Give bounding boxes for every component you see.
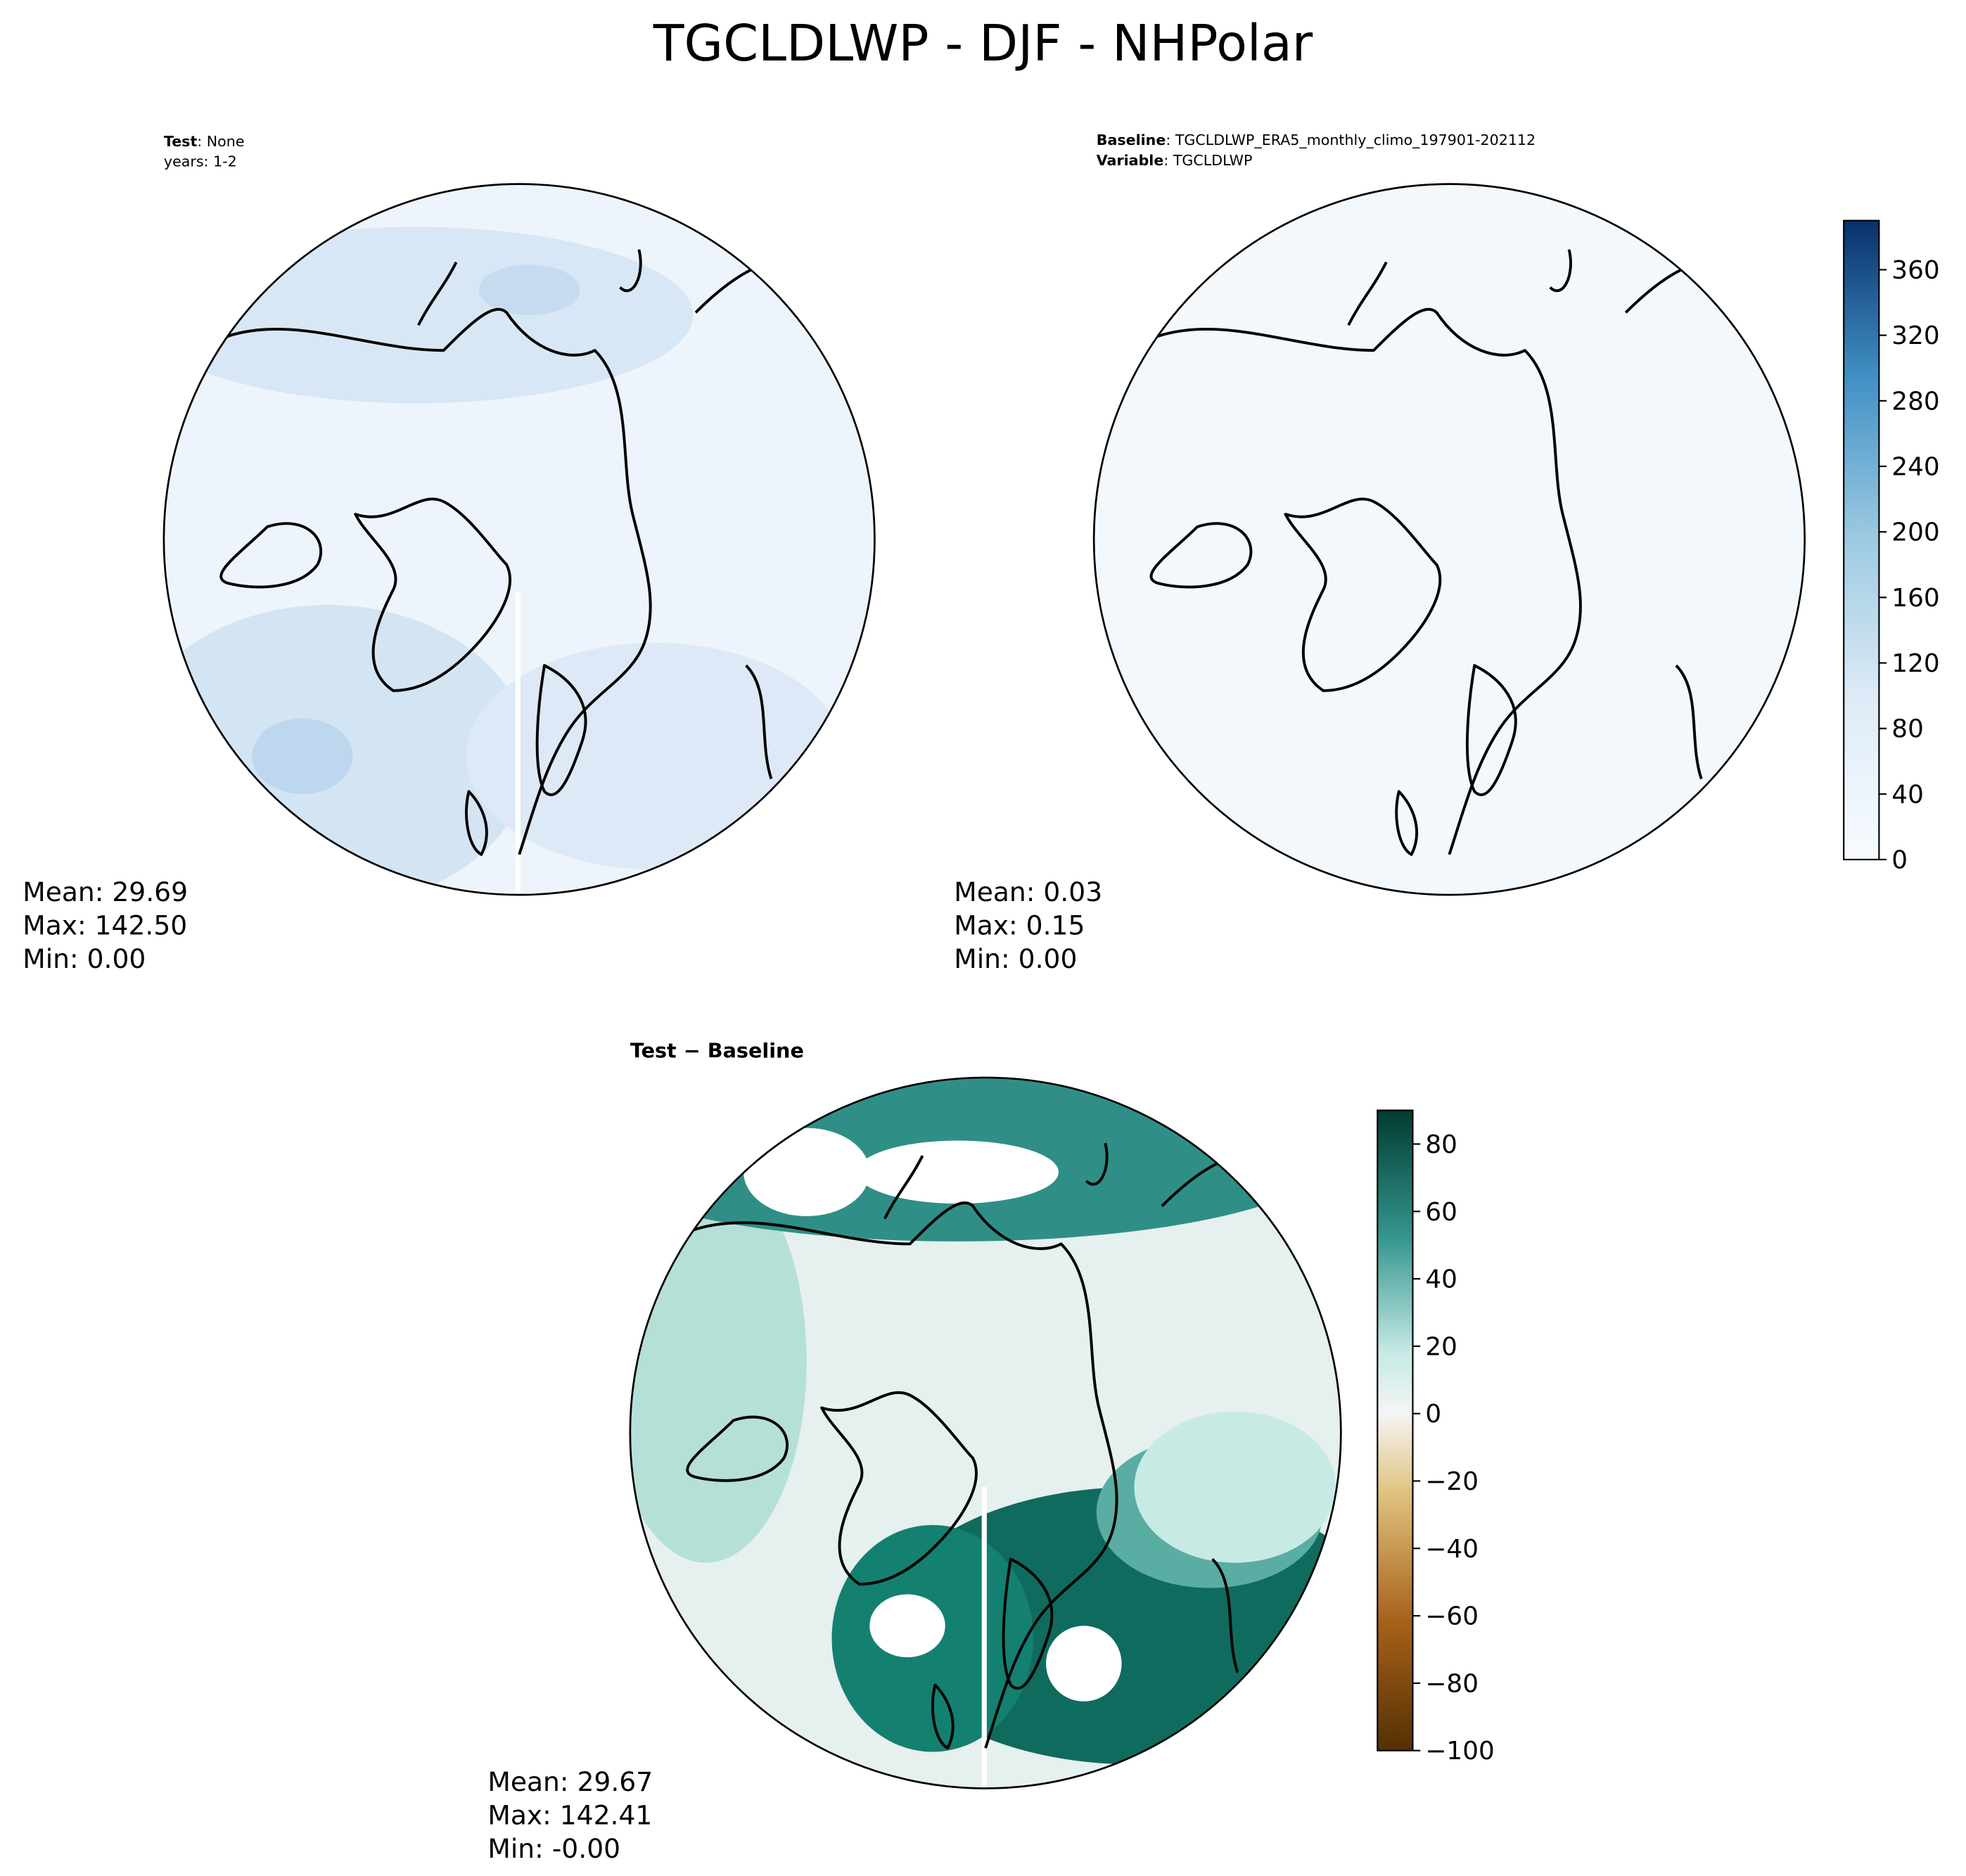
colorbar-tick-label: 80 (1891, 715, 1924, 744)
colorbar-tick-label: 20 (1425, 1332, 1457, 1361)
colorbar-tick-label: 40 (1425, 1265, 1457, 1294)
colorbar-tick-label: 160 (1891, 584, 1939, 613)
colorbar-tick-label: 320 (1891, 321, 1939, 350)
colorbar-tick-label: −60 (1425, 1602, 1479, 1631)
colorbar-tick-label: 40 (1891, 780, 1924, 809)
map-difference (629, 1076, 1342, 1789)
colorbar-tick-label: −100 (1425, 1737, 1494, 1766)
stat-line: Mean: 0.03 (954, 876, 1102, 907)
colorbar-tick-label: 0 (1425, 1400, 1441, 1429)
panel-title: Test − Baseline (630, 1038, 804, 1062)
stat-line: Mean: 29.67 (487, 1766, 653, 1797)
header-value: : TGCLDLWP_ERA5_monthly_climo_197901-202… (1166, 132, 1536, 149)
panel-header: Variable: TGCLDLWP (1097, 152, 1253, 169)
stat-line: Min: 0.00 (954, 943, 1077, 974)
colorbar-tick-label: 60 (1425, 1198, 1457, 1227)
map-baseline (1092, 183, 1806, 896)
colorbar (1843, 219, 1880, 861)
colorbar-tick-label: −40 (1425, 1535, 1479, 1564)
colorbar-tick-label: 280 (1891, 387, 1939, 416)
colorbar (1377, 1109, 1414, 1751)
panel-header: Baseline: TGCLDLWP_ERA5_monthly_climo_19… (1097, 132, 1536, 149)
stat-line: Max: 0.15 (954, 910, 1085, 941)
colorbar-tick-label: 200 (1891, 518, 1939, 547)
colorbar-tick-label: 240 (1891, 453, 1939, 482)
map-test (162, 183, 876, 896)
panel-header: years: 1-2 (164, 153, 237, 170)
panel-header: Test: None (164, 133, 245, 150)
colorbar-tick-label: −80 (1425, 1669, 1479, 1698)
colorbar-tick-label: 120 (1891, 649, 1939, 678)
colorbar-tick-label: 360 (1891, 256, 1939, 285)
stat-line: Min: -0.00 (487, 1833, 620, 1864)
header-key: Variable (1097, 152, 1164, 169)
colorbar-tick-label: 0 (1891, 846, 1908, 875)
header-value: : TGCLDLWP (1163, 152, 1252, 169)
stat-line: Max: 142.41 (487, 1799, 652, 1830)
header-key: Baseline (1097, 132, 1166, 148)
stat-line: Min: 0.00 (23, 943, 146, 974)
colorbar-tick-label: −20 (1425, 1467, 1479, 1496)
stat-line: Max: 142.50 (23, 910, 187, 941)
header-value: years: 1-2 (164, 153, 237, 170)
header-value: : None (197, 133, 244, 150)
colorbar-tick-label: 80 (1425, 1130, 1457, 1159)
header-key: Test (164, 133, 198, 150)
stat-line: Mean: 29.69 (23, 876, 188, 907)
figure-title: TGCLDLWP - DJF - NHPolar (653, 13, 1313, 72)
